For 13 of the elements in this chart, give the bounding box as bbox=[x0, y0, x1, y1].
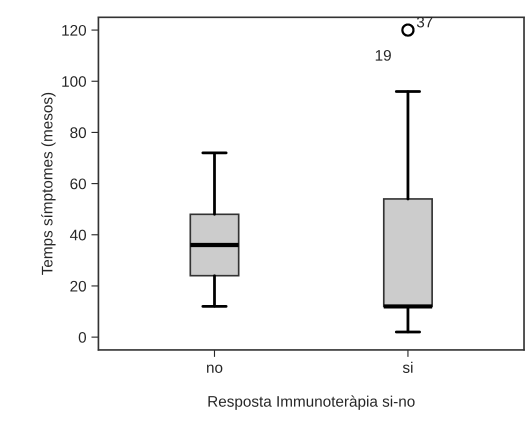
y-tick-label: 20 bbox=[70, 280, 86, 292]
y-tick-label: 120 bbox=[62, 24, 86, 36]
x-tick-label: no bbox=[207, 364, 222, 373]
y-tick-label: 40 bbox=[70, 230, 86, 240]
x-tick-label: si bbox=[402, 362, 412, 373]
x-axis-title: Resposta Immunoteràpia si-no bbox=[208, 395, 415, 410]
y-tick-label: 0 bbox=[78, 332, 86, 343]
y-tick-label: 100 bbox=[62, 76, 86, 87]
y-tick-label: 60 bbox=[70, 178, 86, 190]
y-tick-label: 80 bbox=[70, 127, 86, 138]
annotation: 19 bbox=[376, 50, 391, 61]
annotation: 37 bbox=[416, 16, 433, 28]
y-axis-title: Temps símptomes (mesos) bbox=[41, 92, 56, 275]
